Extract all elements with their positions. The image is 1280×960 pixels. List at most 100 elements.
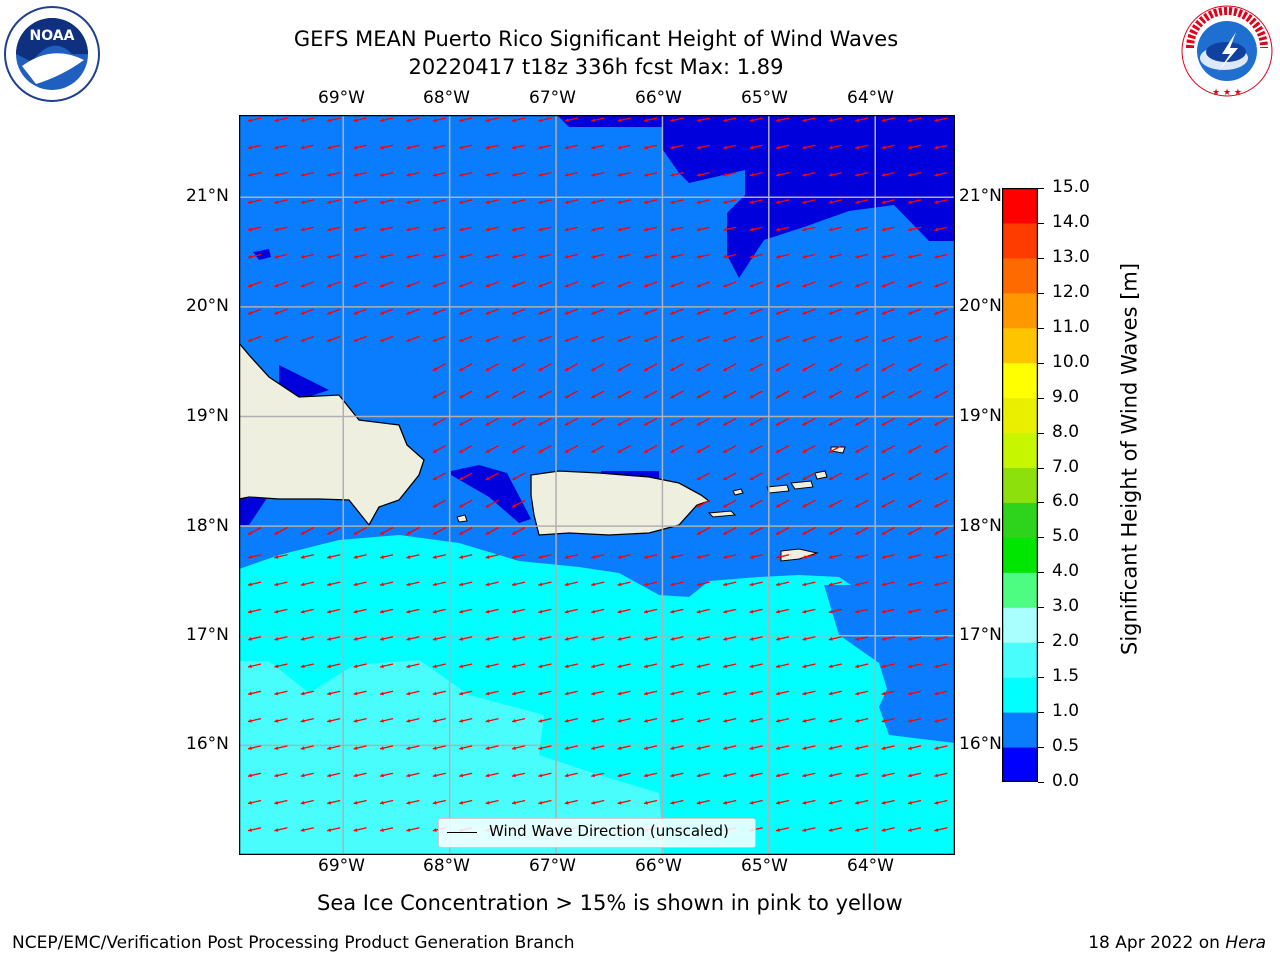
- wind-arrow: [327, 581, 341, 587]
- wind-arrow: [934, 554, 948, 559]
- wind-arrow: [855, 199, 869, 204]
- wind-arrow: [406, 772, 420, 778]
- wind-arrow: [485, 253, 499, 259]
- wind-arrow: [353, 827, 367, 832]
- colorbar: [1002, 188, 1038, 782]
- wind-arrow: [379, 745, 394, 750]
- wind-arrow: [802, 226, 816, 232]
- wind-arrow: [406, 144, 420, 150]
- wind-arrow: [511, 308, 526, 315]
- wind-arrow: [459, 171, 473, 177]
- wind-arrow: [247, 226, 262, 232]
- wind-arrow: [696, 799, 710, 805]
- wind-arrow: [353, 608, 367, 614]
- wind-arrow: [934, 363, 948, 372]
- wind-arrow: [353, 253, 367, 259]
- wind-arrow: [590, 390, 605, 399]
- wind-arrow: [458, 363, 473, 372]
- wind-arrow: [881, 226, 895, 232]
- wind-arrow: [247, 636, 262, 641]
- wind-arrow: [538, 417, 552, 426]
- wind-arrow: [881, 472, 895, 481]
- wind-arrow: [406, 717, 420, 723]
- wind-arrow: [327, 608, 341, 614]
- wind-arrow: [327, 827, 341, 832]
- wind-arrow: [300, 171, 314, 177]
- wind-arrow: [459, 799, 473, 805]
- colorbar-tick-mark: [1038, 677, 1044, 679]
- wind-arrow: [591, 717, 605, 723]
- wind-arrow: [854, 472, 869, 481]
- wind-arrow: [300, 690, 314, 696]
- wind-arrow: [696, 144, 710, 150]
- wind-arrow: [617, 253, 631, 259]
- lat-label-left-16n: 16°N: [186, 734, 229, 754]
- wind-arrow: [379, 335, 394, 343]
- wind-arrow: [934, 608, 948, 614]
- colorbar-tick-label: 8.0: [1052, 421, 1080, 442]
- wind-arrow: [722, 363, 737, 372]
- wind-arrow: [828, 827, 842, 832]
- wind-arrow: [881, 308, 895, 315]
- lat-label-left-19n: 19°N: [186, 406, 229, 426]
- wind-arrow: [749, 526, 763, 536]
- wind-arrow: [432, 417, 447, 426]
- wind-arrow: [643, 308, 658, 315]
- wind-arrow: [564, 554, 578, 559]
- wind-arrow: [696, 253, 710, 259]
- wind-arrow: [749, 472, 763, 481]
- wind-arrow: [907, 281, 922, 288]
- wind-arrow: [855, 554, 869, 559]
- sea-ice-note: Sea Ice Concentration > 15% is shown in …: [317, 891, 903, 915]
- wind-arrow: [485, 117, 499, 123]
- wind-arrow: [828, 663, 842, 669]
- wind-arrow: [300, 253, 314, 259]
- wind-arrow: [723, 253, 737, 259]
- wind-arrow: [379, 526, 394, 536]
- wind-arrow: [406, 117, 420, 123]
- wind-arrow: [432, 636, 446, 641]
- wind-arrow: [749, 636, 763, 641]
- wind-arrow: [854, 390, 869, 399]
- wind-arrow: [723, 144, 737, 150]
- wind-arrow: [907, 499, 922, 508]
- wind-arrow: [643, 581, 658, 587]
- colorbar-tick-label: 6.0: [1052, 491, 1080, 512]
- map-title-line2: 20220417 t18z 336h fcst Max: 1.89: [408, 55, 784, 79]
- wind-arrow: [855, 581, 869, 587]
- wind-arrow: [511, 717, 526, 723]
- wind-arrow: [643, 417, 658, 426]
- wind-arrow: [590, 417, 605, 426]
- wind-arrow: [749, 308, 763, 315]
- map-legend: Wind Wave Direction (unscaled): [438, 818, 756, 848]
- wind-arrow: [538, 636, 552, 641]
- lat-label-left-21n: 21°N: [186, 186, 229, 206]
- wind-arrow: [591, 144, 605, 150]
- wind-arrow: [353, 745, 367, 750]
- legend-line-icon: [447, 832, 477, 833]
- colorbar-tick-mark: [1038, 188, 1044, 189]
- wind-arrow: [907, 171, 922, 177]
- wind-arrow: [855, 608, 869, 614]
- wind-arrow: [907, 636, 922, 641]
- wind-arrow: [432, 772, 446, 778]
- wind-arrow: [696, 226, 710, 232]
- wind-arrow: [353, 554, 367, 559]
- wind-arrow: [802, 171, 816, 177]
- wind-arrow: [828, 690, 842, 696]
- wind-arrow: [458, 472, 473, 481]
- wind-arrow: [617, 772, 631, 778]
- wind-arrow: [749, 717, 763, 723]
- wind-arrow: [723, 226, 737, 232]
- wind-arrow: [538, 335, 552, 343]
- colorbar-tick-mark: [1038, 502, 1044, 504]
- wind-arrow: [749, 390, 763, 399]
- wind-arrow: [485, 526, 499, 536]
- wind-arrow: [432, 390, 447, 399]
- wind-arrow: [564, 335, 579, 343]
- wind-arrow: [643, 554, 658, 559]
- wind-arrow: [247, 253, 262, 259]
- wind-arrow: [432, 608, 446, 614]
- wind-arrow: [327, 226, 341, 232]
- wind-arrow: [617, 117, 631, 123]
